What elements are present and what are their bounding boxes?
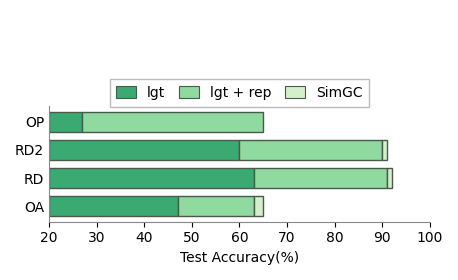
Bar — [49, 168, 254, 188]
Bar — [82, 112, 263, 132]
Bar — [178, 196, 254, 216]
Bar — [49, 112, 82, 132]
Bar — [387, 168, 392, 188]
Bar — [49, 196, 178, 216]
Bar — [254, 168, 387, 188]
Legend: lgt, lgt + rep, SimGC: lgt, lgt + rep, SimGC — [109, 79, 369, 107]
Bar — [254, 196, 263, 216]
Bar — [240, 140, 382, 160]
X-axis label: Test Accuracy(%): Test Accuracy(%) — [180, 251, 299, 265]
Bar — [49, 140, 240, 160]
Bar — [382, 140, 387, 160]
